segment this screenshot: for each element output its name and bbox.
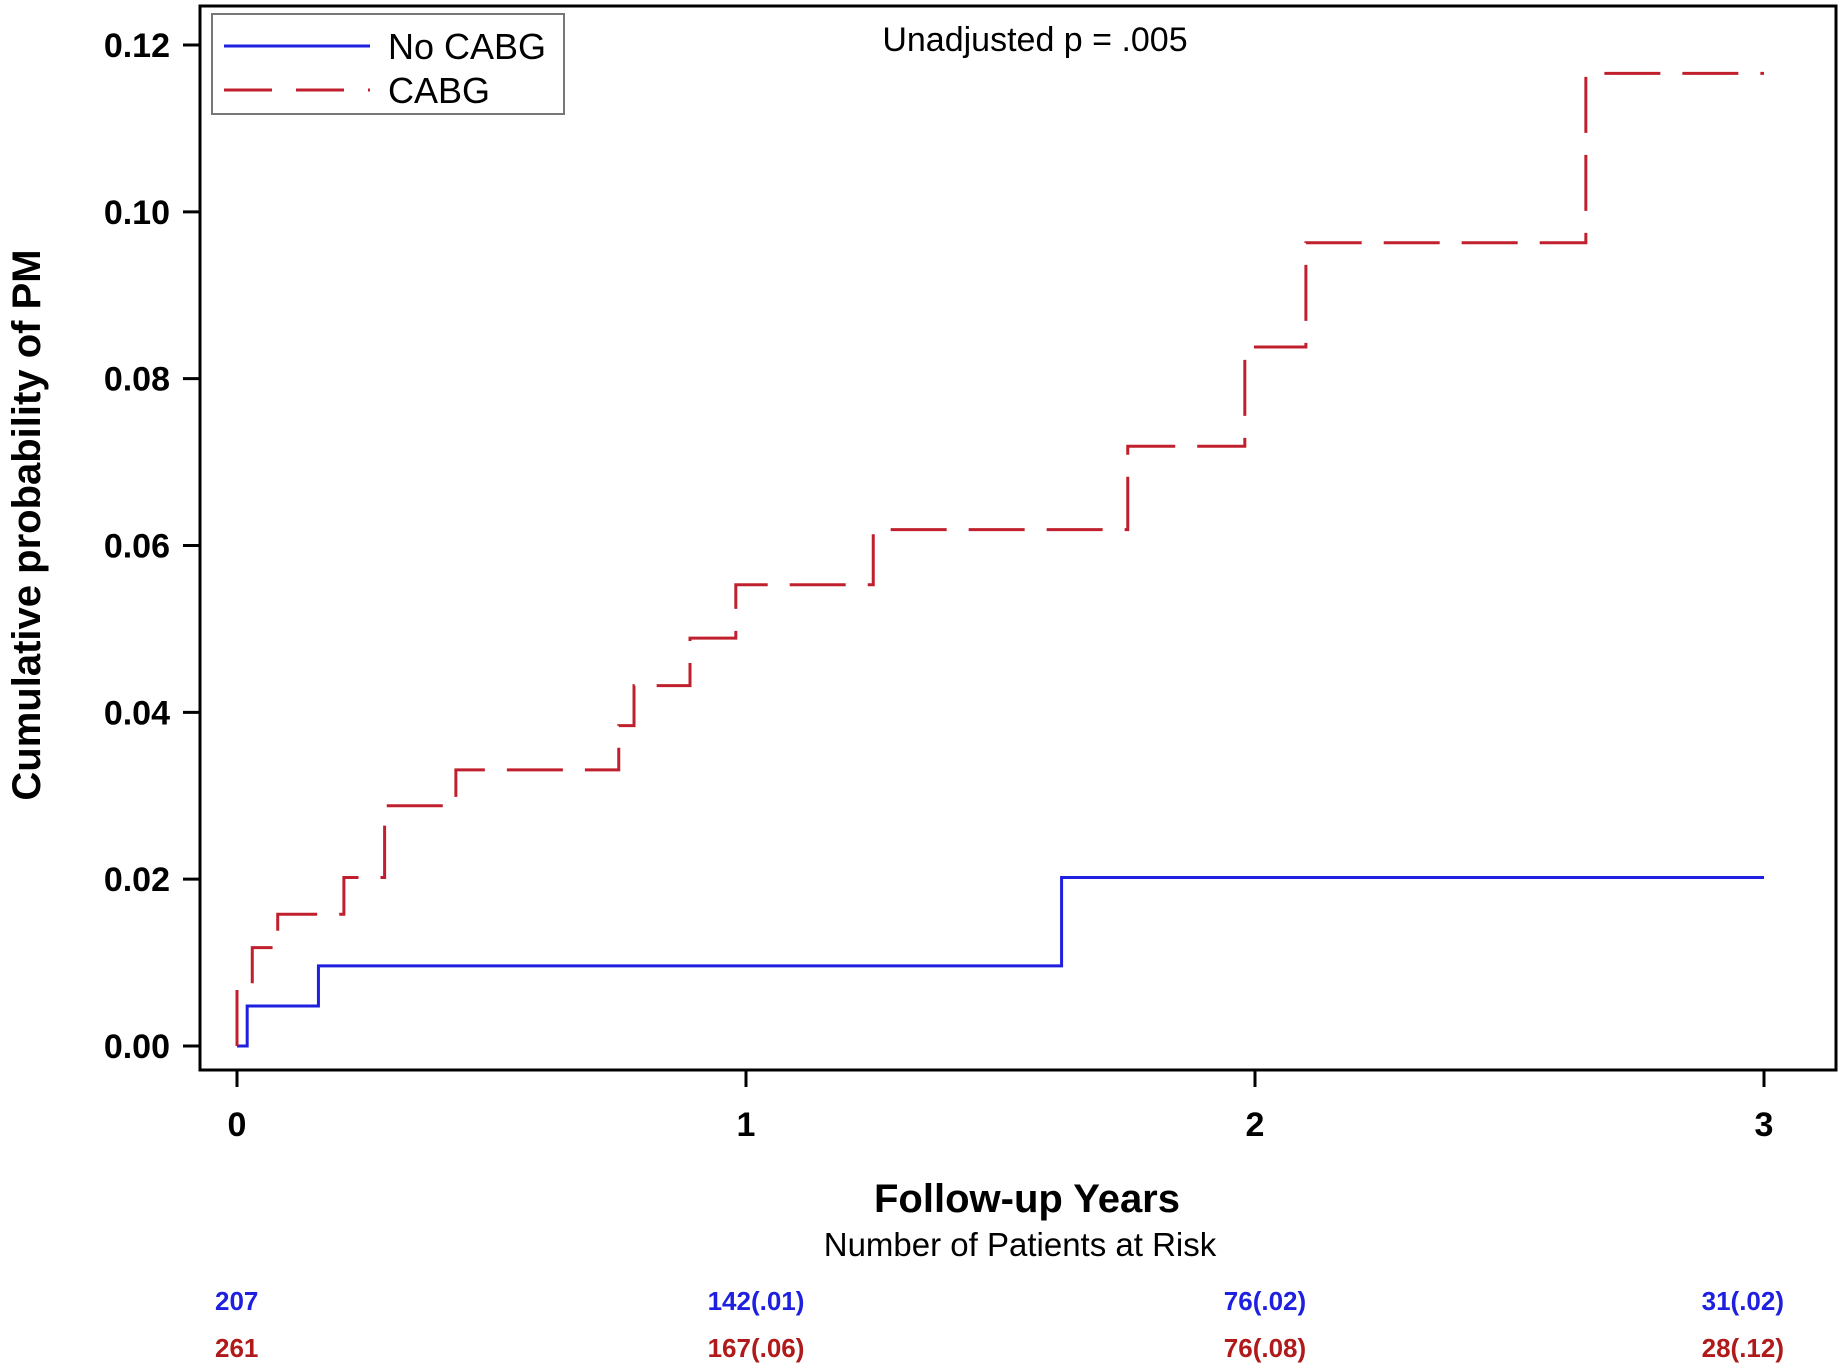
x-tick-label: 3 [1755,1106,1774,1144]
risk-value: 31(.02) [1702,1286,1784,1316]
y-tick-label: 0.00 [104,1028,170,1066]
y-axis-title: Cumulative probability of PM [5,249,49,800]
series-line-cabg [235,71,1764,1046]
p-value-annotation: Unadjusted p = .005 [882,21,1187,59]
legend-label-no-cabg: No CABG [388,26,546,67]
legend-box [211,13,565,115]
legend: No CABG CABG [211,13,565,115]
risk-value: 207 [215,1286,258,1316]
x-axis: 0 1 2 3 [228,1070,1774,1144]
series-line-no-cabg [237,875,1764,1048]
risk-value: 167(.06) [708,1333,805,1363]
x-axis-title: Follow-up Years [874,1177,1180,1221]
y-tick-label: 0.04 [104,694,170,732]
risk-table: 207 142(.01) 76(.02) 31(.02) 261 167(.06) 76(.… [215,1286,1784,1363]
legend-label-cabg: CABG [388,70,490,111]
risk-value: 28(.12) [1702,1333,1784,1363]
risk-table-title: Number of Patients at Risk [824,1226,1217,1263]
risk-value: 261 [215,1333,258,1363]
plot-frame [198,4,1838,1072]
y-tick-label: 0.02 [104,861,170,899]
y-tick-label: 0.12 [104,27,170,65]
y-axis: 0.00 0.02 0.04 0.06 0.08 0.10 0.12 [104,27,200,1066]
y-tick-label: 0.06 [104,528,170,566]
series-layer [235,71,1764,1048]
y-tick-label: 0.10 [104,194,170,232]
risk-value: 76(.08) [1224,1333,1306,1363]
x-tick-label: 2 [1246,1106,1265,1144]
risk-value: 142(.01) [708,1286,805,1316]
x-tick-label: 1 [737,1106,756,1144]
risk-value: 76(.02) [1224,1286,1306,1316]
x-tick-label: 0 [228,1106,247,1144]
y-tick-label: 0.08 [104,361,170,399]
